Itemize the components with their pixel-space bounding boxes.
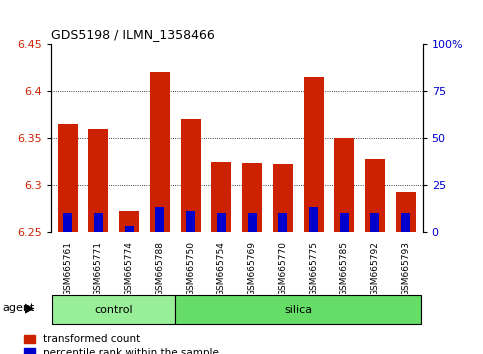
Text: GSM665785: GSM665785 [340,241,349,296]
Bar [278,213,287,232]
Bar [248,213,256,232]
Text: silica: silica [284,305,312,315]
Bar [94,213,103,232]
Text: GSM665774: GSM665774 [125,241,134,296]
Text: control: control [94,305,133,315]
Text: GSM665793: GSM665793 [401,241,410,296]
Text: GSM665788: GSM665788 [156,241,164,296]
Bar [303,77,324,232]
Bar [63,213,72,232]
Text: GSM665750: GSM665750 [186,241,195,296]
Bar [186,211,195,232]
Text: GSM665754: GSM665754 [217,241,226,296]
Text: GSM665770: GSM665770 [278,241,287,296]
Bar [175,295,421,324]
Bar [119,211,139,232]
Text: agent: agent [2,303,35,313]
Bar [340,213,349,232]
Bar [309,207,318,232]
Bar [334,138,354,232]
Text: GSM665761: GSM665761 [63,241,72,296]
Bar [125,226,134,232]
Bar [156,207,164,232]
Bar [365,159,385,232]
Legend: transformed count, percentile rank within the sample: transformed count, percentile rank withi… [24,335,219,354]
Text: GSM665792: GSM665792 [370,241,380,296]
Bar [396,193,416,232]
Text: GSM665771: GSM665771 [94,241,103,296]
Bar [52,295,175,324]
Bar [57,124,78,232]
Text: GDS5198 / ILMN_1358466: GDS5198 / ILMN_1358466 [51,28,214,41]
Bar [401,213,410,232]
Text: GSM665769: GSM665769 [248,241,256,296]
Bar [150,72,170,232]
Bar [242,164,262,232]
Text: GSM665775: GSM665775 [309,241,318,296]
Bar [88,129,108,232]
Bar [212,161,231,232]
Bar [217,213,226,232]
Bar [370,213,380,232]
Bar [181,119,200,232]
Bar [273,164,293,232]
Text: ▶: ▶ [25,302,35,315]
